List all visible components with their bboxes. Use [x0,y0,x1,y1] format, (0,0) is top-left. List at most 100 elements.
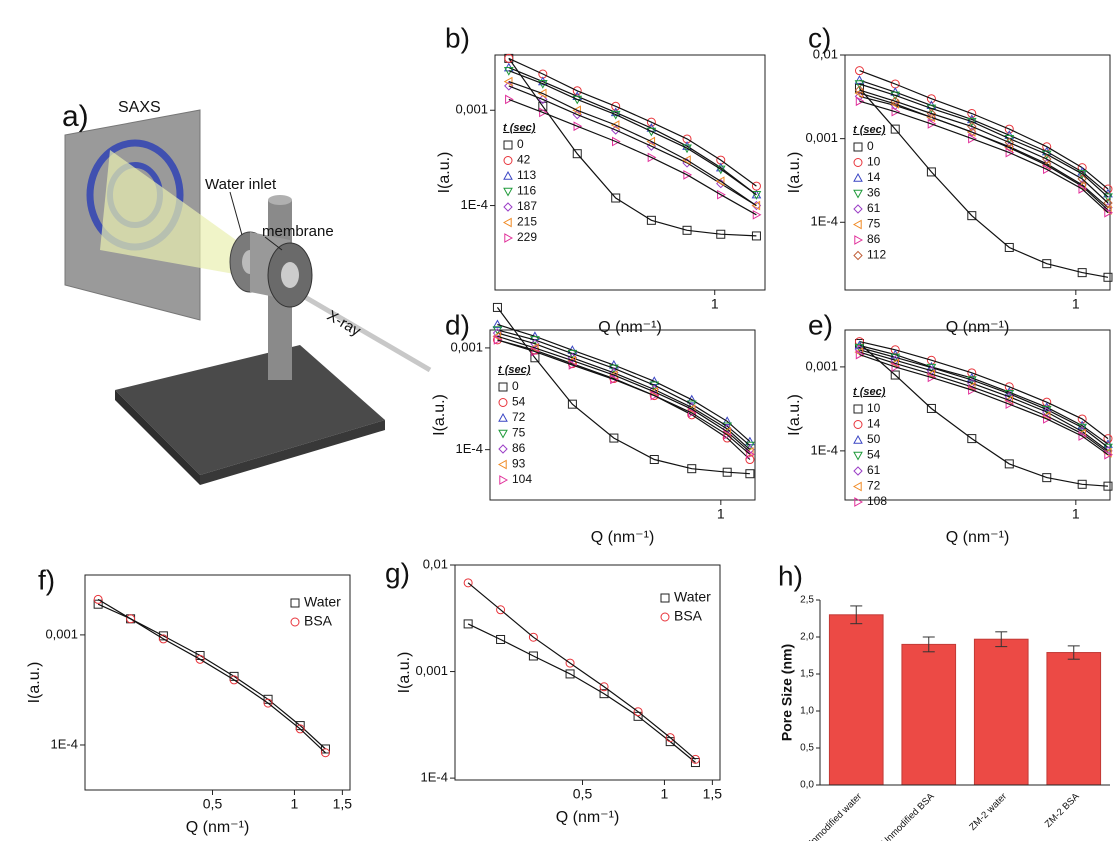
legend-label: 61 [867,463,881,477]
legend-label: 61 [867,201,881,215]
marker [529,343,539,353]
marker [539,107,548,118]
plot-frame [494,54,766,291]
marker [1078,184,1088,194]
marker [1005,399,1015,410]
legend-label: 0 [512,379,519,393]
fit-line [508,57,757,187]
marker [646,136,656,147]
panel-label: e) [808,309,833,340]
marker [683,169,693,180]
marker [1004,124,1014,134]
legend-label: BSA [304,613,333,629]
marker [649,455,659,465]
marker [1103,193,1113,203]
fit-line [97,598,326,754]
marker [1043,414,1052,424]
marker [854,347,864,357]
marker [496,605,506,615]
marker [493,335,503,345]
y-tick-label: 0,001 [455,102,488,117]
marker [854,340,865,350]
marker [158,634,168,644]
marker [968,133,977,144]
x-axis-label: Q (nm⁻¹) [186,819,250,836]
fit-line [467,582,696,760]
marker [1041,150,1052,160]
legend-label: 116 [517,184,536,198]
marker [717,189,726,200]
marker [599,682,609,692]
marker [854,85,865,95]
marker [723,429,733,440]
y-axis-label: I(a.u.) [26,662,43,704]
panel-label: f) [38,564,55,595]
marker [891,362,901,372]
fit-line [508,85,757,207]
marker [126,614,136,624]
y-tick-label: 0,001 [450,339,483,354]
marker [854,66,864,76]
legend-title: t (sec) [853,386,886,398]
marker [498,412,508,422]
panel-label: a) [62,100,89,133]
label: membrane [262,223,334,240]
x-tick-label: 1 [661,786,669,802]
x-axis-label: Q (nm⁻¹) [946,529,1010,546]
y-tick-label: 0,0 [800,780,814,791]
marker [528,632,538,642]
legend-label: Water [304,594,341,610]
marker [463,578,473,588]
marker [646,215,656,225]
legend-label: 112 [867,248,886,262]
marker [504,53,514,63]
legend-label: 54 [867,448,881,462]
marker [853,451,863,461]
marker [567,399,577,409]
marker [320,748,330,758]
marker [503,187,513,197]
marker [568,360,578,370]
marker [610,120,620,130]
marker [498,382,508,392]
marker [565,669,575,679]
x-axis-label: Q (nm⁻¹) [591,529,655,546]
x-tick-label: 1 [1072,296,1080,312]
fit-line [467,623,696,763]
fit-line [497,339,751,455]
marker [497,459,507,470]
marker [853,158,863,167]
marker [633,707,643,717]
marker [1004,242,1014,252]
marker [1077,170,1088,179]
marker [854,235,864,245]
marker [531,346,540,357]
x-tick-label: 1,5 [333,796,353,812]
x-tick-label: 1 [291,796,299,812]
marker [853,172,863,182]
marker [646,117,656,127]
y-tick-label: 2,5 [800,595,814,606]
fit-line [497,332,751,451]
marker [290,598,300,608]
marker [1077,423,1088,433]
fit-line [859,87,1109,278]
marker [1104,207,1114,218]
y-axis-label: I(a.u.) [436,152,453,194]
fit-line [497,335,751,453]
marker [496,634,506,644]
marker [853,434,863,444]
plate-edge [115,390,200,485]
marker [504,81,514,91]
marker [853,142,863,152]
fit-line [859,351,1109,454]
x-tick-label: 1,5 [703,786,723,802]
fit-line [859,341,1109,440]
marker [528,651,538,661]
legend-label: 36 [867,186,881,200]
marker [499,475,509,485]
panel-label: b) [445,22,470,53]
y-axis-label: I(a.u.) [786,394,803,436]
legend-label: 108 [867,494,887,508]
marker [853,204,863,214]
